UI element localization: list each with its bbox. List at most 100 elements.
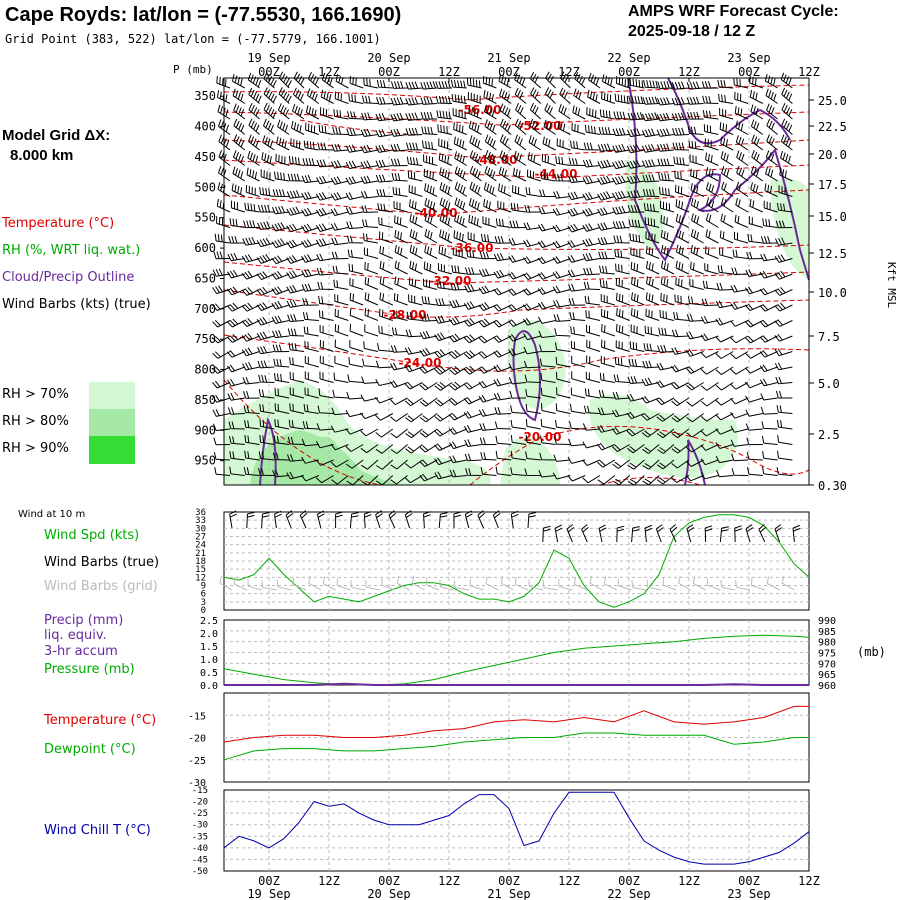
- wind-barb: [730, 351, 749, 360]
- wind-barb: [241, 302, 260, 312]
- wind-barb: [241, 286, 260, 296]
- wind-barb: [779, 167, 793, 182]
- wind-barb: [775, 220, 793, 229]
- wind-barb: [614, 93, 630, 104]
- top-time-tick-label: 12Z: [318, 65, 340, 79]
- wind-barb: [330, 459, 349, 468]
- pressure-tick-label: 800: [194, 363, 216, 377]
- wind-barb: [393, 309, 408, 321]
- bottom-date-label: 20 Sep: [367, 887, 410, 900]
- wind-barb: [627, 190, 645, 199]
- wind-barb: [332, 265, 349, 275]
- windchill-legend: Wind Chill T (°C): [44, 823, 151, 838]
- wind-barb: [611, 427, 630, 435]
- wind-barb: [585, 371, 601, 383]
- wind-barb: [479, 437, 497, 446]
- wind-barb: [379, 308, 393, 321]
- wind-barb: [731, 453, 749, 462]
- wind-barb: [375, 128, 393, 138]
- wind-barb: [394, 229, 408, 244]
- wind-barb: [611, 175, 630, 185]
- wind-barb: [439, 197, 453, 213]
- wind-barb: [571, 122, 586, 135]
- wind-barb: [715, 335, 734, 343]
- wind-barb: [316, 175, 334, 185]
- wind-barb: [478, 318, 497, 328]
- wind-barb: [627, 205, 645, 213]
- wind-barb: [360, 160, 379, 169]
- wind-barb-true: [616, 525, 625, 543]
- height-tick-label: 5.0: [818, 377, 840, 391]
- wind-barb-true: [758, 524, 767, 543]
- wind-barb: [226, 364, 245, 373]
- wind-barb: [554, 328, 571, 337]
- wind-barb: [360, 144, 379, 154]
- wind-barb: [778, 185, 793, 197]
- wind-barb: [641, 143, 660, 153]
- wind-barb: [300, 474, 319, 482]
- wind-barb: [256, 316, 275, 326]
- wind-barb: [495, 451, 512, 461]
- wind-barb: [419, 473, 438, 482]
- wind-speed-tick-label: 33: [195, 516, 206, 526]
- wind-barb: [404, 381, 423, 390]
- wind-barb: [435, 95, 453, 104]
- wind-barb: [690, 245, 704, 259]
- rh70-label: RH > 70%: [2, 387, 69, 402]
- wind-barb: [567, 269, 586, 278]
- wind-barb: [315, 475, 334, 484]
- wind-barb: [537, 287, 556, 295]
- wind-barb: [584, 388, 601, 399]
- wind-barb: [379, 292, 393, 306]
- wind-barb: [499, 134, 512, 151]
- wind-barb: [642, 475, 660, 486]
- wind-barb: [213, 452, 231, 461]
- wind-barb: [421, 296, 438, 306]
- wind-barb: [275, 153, 290, 166]
- wind-barb: [276, 136, 290, 151]
- wind-barb: [612, 159, 630, 170]
- wind-barb: [734, 214, 749, 228]
- wind-barb: [700, 444, 719, 451]
- wind-barb: [304, 371, 319, 383]
- bottom-time-tick-label: 00Z: [378, 874, 400, 888]
- wind-barb: [765, 88, 778, 104]
- wind-barb: [671, 347, 689, 355]
- wind-barb: [509, 220, 527, 229]
- wind-barb: [781, 102, 793, 120]
- wind-barb: [272, 330, 290, 339]
- wind-barb-grid: [692, 576, 706, 591]
- wind-barb: [586, 107, 601, 120]
- wind-barb-true: [686, 524, 695, 543]
- wind-barb: [744, 381, 763, 389]
- wind-barb: [567, 475, 586, 482]
- wind-barb: [686, 96, 704, 105]
- wind-barb: [241, 347, 260, 357]
- pressure-tick-label: 950: [194, 454, 216, 468]
- wind-barb: [212, 423, 231, 431]
- wind-barb: [750, 119, 764, 135]
- wind-barb: [363, 233, 379, 244]
- wind-barb: [775, 390, 793, 399]
- wind-barb: [615, 263, 630, 275]
- wind-barb: [765, 166, 778, 182]
- temperature-line: [223, 705, 809, 743]
- wind-barb: [541, 153, 556, 166]
- wind-barb: [464, 439, 482, 447]
- wind-barb: [748, 216, 763, 228]
- wind-barb: [539, 452, 556, 461]
- wind-barb: [361, 475, 379, 486]
- wind-barb: [306, 88, 320, 104]
- top-time-tick-label: 12Z: [558, 65, 580, 79]
- wind-barb: [702, 110, 719, 120]
- wind-barb: [612, 220, 630, 229]
- wind-barb-true: [246, 511, 255, 529]
- wind-barb: [525, 451, 541, 461]
- wind-barb: [629, 233, 645, 244]
- wind-barb: [700, 458, 719, 466]
- wind-barb: [318, 388, 334, 399]
- wind-barb: [539, 344, 556, 353]
- wind-barb: [570, 340, 586, 352]
- wind-speed-tick-label: 27: [195, 533, 206, 543]
- wind-barb: [422, 140, 438, 151]
